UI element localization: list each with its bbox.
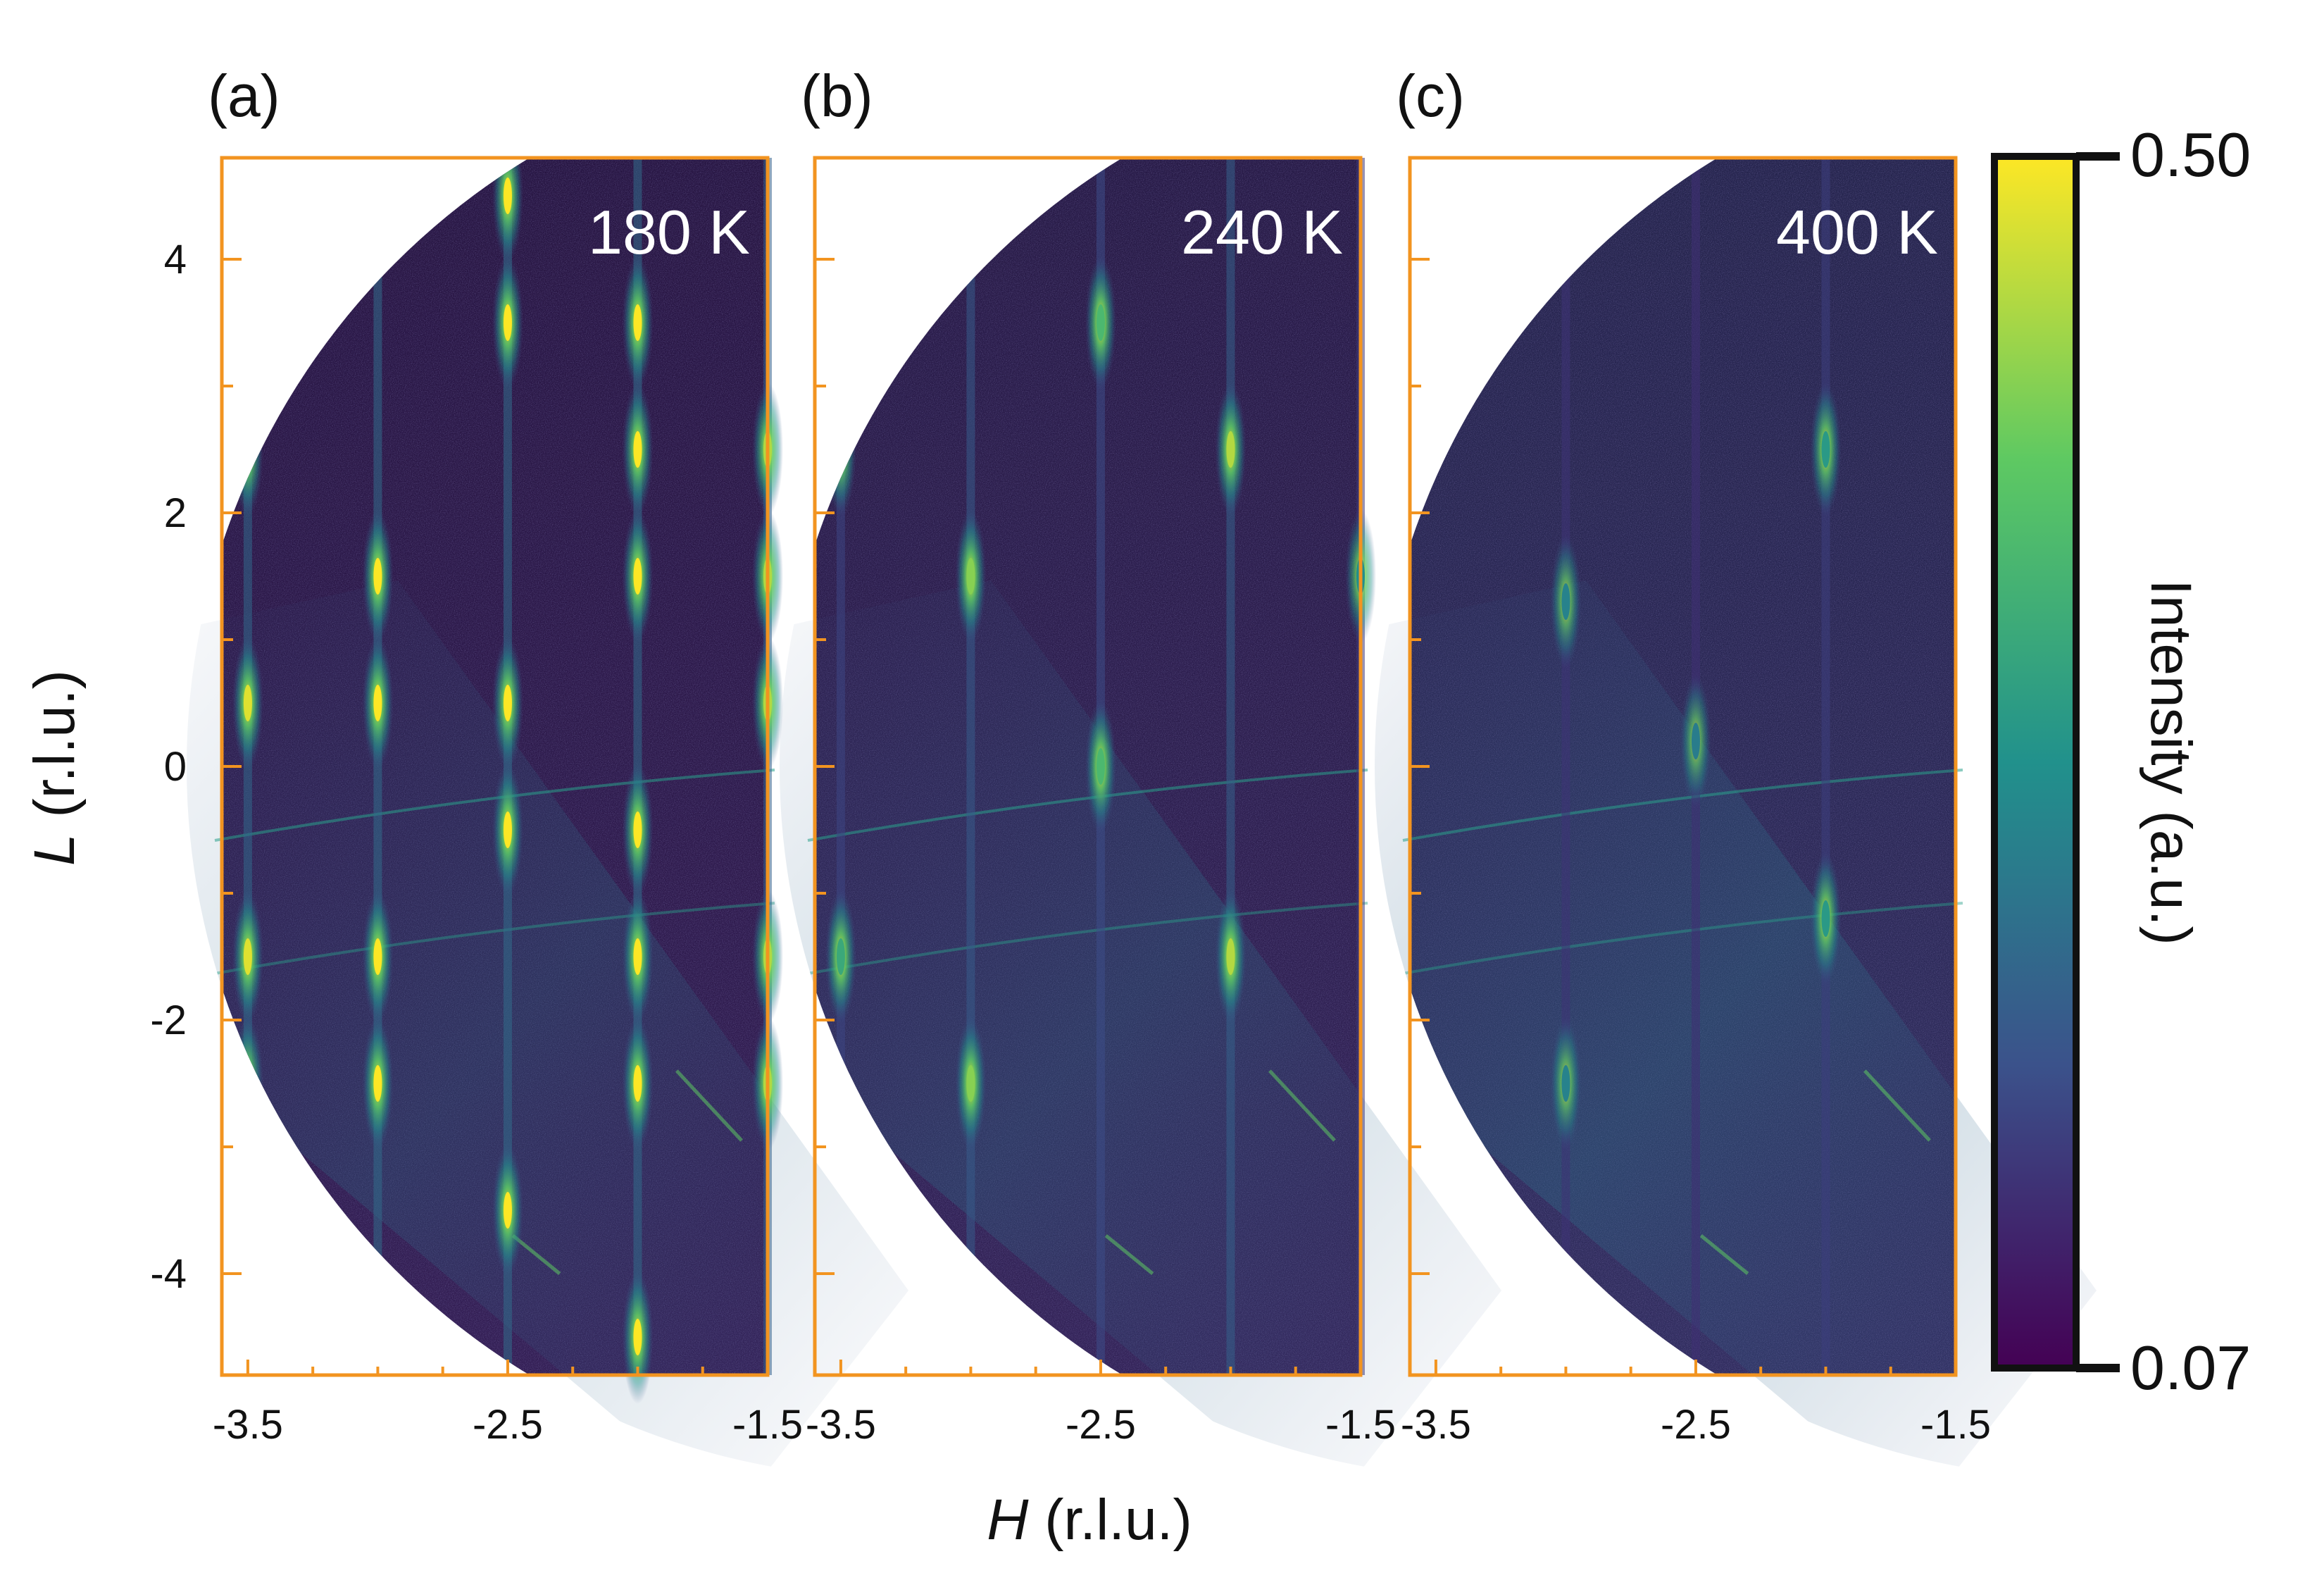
diffuse-rod — [966, 158, 975, 1375]
bragg-peak — [1821, 431, 1830, 468]
powder-ring — [807, 902, 1368, 975]
x-tick-label: -2.5 — [473, 1402, 543, 1448]
diffuse-band — [780, 580, 1501, 1478]
powder-ring — [1402, 902, 1963, 975]
panels: -3.5 -2.5 -1.5 4 2 0 -2 -4 (a) 180 K -3.5 -2.5 -1.5 (… — [150, 63, 2097, 1478]
x-tick-label: -3.5 — [213, 1402, 283, 1448]
bragg-peak — [243, 685, 252, 721]
colorbar-frame — [1991, 153, 2080, 1372]
bragg-peak — [633, 1319, 642, 1355]
panel-label: (a) — [208, 63, 280, 129]
bragg-peak — [1821, 900, 1830, 937]
peak-glow — [825, 383, 856, 516]
bragg-peak — [243, 938, 252, 975]
diffuse-rod — [1561, 158, 1570, 1375]
temperature-label: 400 K — [1776, 197, 1938, 267]
diffuse-rod — [1226, 158, 1235, 1375]
bragg-peak — [373, 685, 382, 721]
panel-label: (c) — [1396, 63, 1465, 129]
bragg-peak — [1096, 304, 1105, 341]
bragg-peak — [243, 1065, 252, 1102]
bragg-peak — [503, 304, 512, 341]
bragg-peak — [633, 1065, 642, 1102]
diffuse-band — [187, 580, 908, 1478]
y-axis-label: L (r.l.u.) — [23, 670, 87, 866]
bragg-peak — [503, 812, 512, 848]
y-tick-label: -4 — [150, 1251, 187, 1297]
y-tick-label: 2 — [164, 490, 187, 536]
bragg-peak — [503, 178, 512, 214]
bragg-peak — [633, 938, 642, 975]
x-tick-label: -3.5 — [1401, 1402, 1471, 1448]
powder-ring — [214, 902, 775, 975]
diffuse-rod — [1821, 158, 1830, 1375]
panel-a: -3.5 -2.5 -1.5 4 2 0 -2 -4 (a) 180 K — [150, 63, 908, 1478]
bragg-peak — [633, 431, 642, 468]
colorbar-title: Intensity (a.u.) — [2139, 579, 2203, 945]
temperature-label: 180 K — [588, 197, 750, 267]
bragg-peak — [1226, 938, 1235, 975]
streak — [1863, 1069, 1931, 1142]
x-tick-label: -1.5 — [1325, 1402, 1396, 1448]
bragg-peak — [633, 558, 642, 595]
bragg-peak — [373, 558, 382, 595]
peak-glow — [232, 1017, 263, 1150]
x-tick-label: -1.5 — [732, 1402, 803, 1448]
colorbar-min-label: 0.07 — [2130, 1333, 2251, 1403]
bragg-peak — [243, 431, 252, 468]
bragg-peak — [373, 938, 382, 975]
bragg-peak — [1226, 431, 1235, 468]
bragg-peak — [503, 1192, 512, 1229]
x-tick-label: -2.5 — [1066, 1402, 1136, 1448]
bragg-peak — [966, 1065, 975, 1102]
bragg-peak — [373, 1065, 382, 1102]
colorbar-gradient — [1994, 156, 2076, 1368]
y-tick-label: 0 — [164, 744, 187, 790]
x-tick-label: -1.5 — [1920, 1402, 1991, 1448]
bragg-peak — [503, 685, 512, 721]
diffuse-band — [1375, 580, 2097, 1478]
powder-ring — [1402, 769, 1963, 842]
streak — [1699, 1234, 1749, 1275]
streak — [1268, 1069, 1336, 1142]
x-tick-label: -2.5 — [1661, 1402, 1731, 1448]
streak — [675, 1069, 743, 1142]
peak-glow — [232, 383, 263, 516]
y-tick-label: -2 — [150, 997, 187, 1043]
bragg-peak — [836, 938, 845, 975]
bragg-peak — [1691, 723, 1700, 759]
bragg-peak — [1096, 748, 1105, 785]
colorbar: 0.50 0.07 Intensity (a.u.) — [1991, 120, 2251, 1403]
bragg-peak — [1561, 1065, 1570, 1102]
panel-label: (b) — [801, 63, 873, 129]
colorbar-max-label: 0.50 — [2130, 120, 2251, 189]
bragg-peak — [633, 812, 642, 848]
y-tick-label: 4 — [164, 237, 187, 282]
bragg-peak — [633, 304, 642, 341]
bragg-peak — [1561, 583, 1570, 620]
bragg-peak — [836, 431, 845, 468]
temperature-label: 240 K — [1181, 197, 1343, 267]
x-axis-label: H (r.l.u.) — [987, 1488, 1192, 1552]
x-tick-label: -3.5 — [806, 1402, 876, 1448]
bragg-peak — [966, 558, 975, 595]
streak — [1104, 1234, 1154, 1275]
